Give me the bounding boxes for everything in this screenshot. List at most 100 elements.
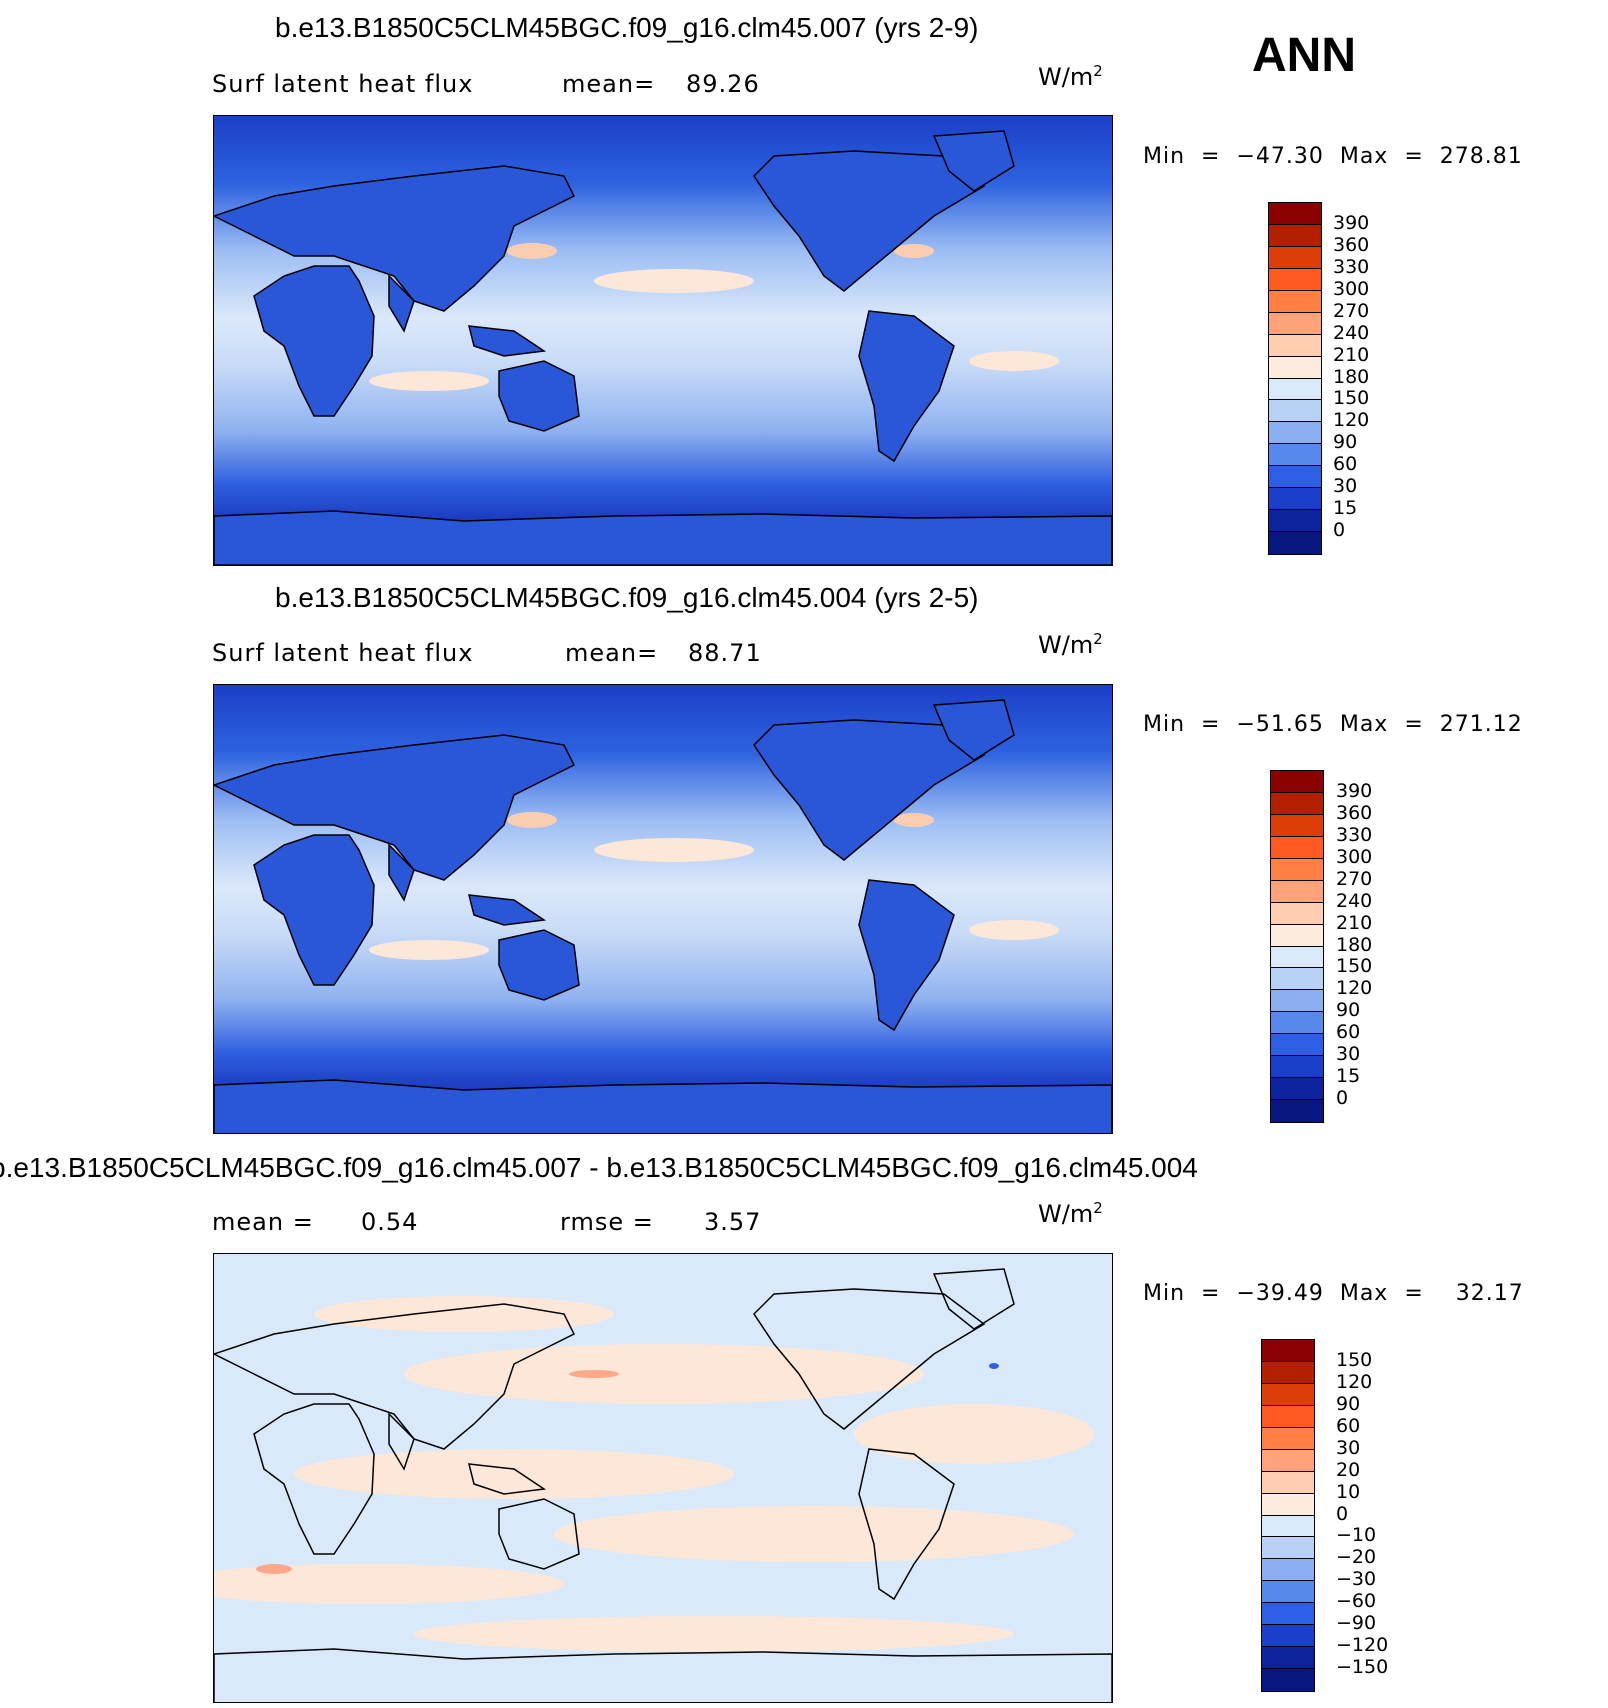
panel-2-map bbox=[213, 684, 1113, 1134]
panel-3-min-max: Min = −39.49 Max = 32.17 bbox=[1143, 1281, 1524, 1306]
panel-1-variable-label: Surf latent heat flux bbox=[212, 70, 474, 98]
colorbar-label: 60 bbox=[1333, 453, 1358, 476]
colorbar-label: 300 bbox=[1333, 277, 1370, 300]
colorbar-swatch bbox=[1262, 1405, 1314, 1428]
panel-2-units: W/m2 bbox=[1038, 630, 1103, 659]
colorbar-swatch bbox=[1271, 924, 1323, 947]
colorbar-label: 360 bbox=[1336, 801, 1373, 824]
panel-1-colorbar-labels: 390 360 330 300 270 240 210 180 150 120 90 60 30 15 0 bbox=[1333, 202, 1413, 553]
colorbar-label: 0 bbox=[1336, 1502, 1349, 1525]
colorbar-label: 180 bbox=[1336, 933, 1373, 956]
colorbar-label: 270 bbox=[1333, 299, 1370, 322]
panel-3-mean-value: 0.54 bbox=[361, 1208, 419, 1236]
colorbar-swatch bbox=[1262, 1361, 1314, 1384]
colorbar-swatch bbox=[1271, 968, 1323, 991]
colorbar-label: 240 bbox=[1336, 889, 1373, 912]
panel-1-mean-label: mean= bbox=[562, 70, 656, 98]
colorbar-swatch bbox=[1271, 1012, 1323, 1035]
colorbar-swatch bbox=[1271, 858, 1323, 881]
world-map-graphic bbox=[214, 116, 1112, 565]
panel-1-map bbox=[213, 115, 1113, 566]
colorbar-swatch bbox=[1269, 203, 1321, 225]
panel-2-mean-value: 88.71 bbox=[688, 639, 762, 667]
colorbar-swatch bbox=[1271, 946, 1323, 969]
colorbar-swatch bbox=[1271, 1034, 1323, 1057]
panel-1-min-max: Min = −47.30 Max = 278.81 bbox=[1143, 144, 1523, 169]
panel-1-units: W/m2 bbox=[1038, 62, 1103, 91]
colorbar-label: 30 bbox=[1336, 1436, 1361, 1459]
colorbar-swatch bbox=[1269, 290, 1321, 313]
colorbar-label: 330 bbox=[1333, 255, 1370, 278]
colorbar-label: −60 bbox=[1336, 1590, 1377, 1613]
colorbar-swatch bbox=[1269, 444, 1321, 467]
panel-3-rmse-value: 3.57 bbox=[704, 1208, 762, 1236]
colorbar-swatch bbox=[1269, 334, 1321, 357]
colorbar-label: 10 bbox=[1336, 1480, 1361, 1503]
panel-2-mean-label: mean= bbox=[565, 639, 659, 667]
colorbar-swatch bbox=[1269, 488, 1321, 511]
colorbar-label: 120 bbox=[1336, 977, 1373, 1000]
panel-3-colorbar bbox=[1261, 1339, 1315, 1692]
colorbar-label: 180 bbox=[1333, 365, 1370, 388]
colorbar-label: 60 bbox=[1336, 1021, 1361, 1044]
colorbar-label: −30 bbox=[1336, 1568, 1377, 1591]
colorbar-label: 120 bbox=[1333, 409, 1370, 432]
colorbar-swatch bbox=[1271, 902, 1323, 925]
panel-3-map bbox=[213, 1253, 1113, 1703]
colorbar-swatch bbox=[1269, 378, 1321, 401]
panel-1-title: b.e13.B1850C5CLM45BGC.f09_g16.clm45.007 … bbox=[275, 12, 979, 43]
panel-3-mean-label: mean = bbox=[212, 1208, 314, 1236]
colorbar-label: 0 bbox=[1336, 1087, 1349, 1110]
colorbar-swatch bbox=[1262, 1581, 1314, 1604]
colorbar-label: 330 bbox=[1336, 823, 1373, 846]
panel-2-title: b.e13.B1850C5CLM45BGC.f09_g16.clm45.004 … bbox=[275, 582, 979, 613]
panel-2-variable-label: Surf latent heat flux bbox=[212, 639, 474, 667]
colorbar-label: −150 bbox=[1336, 1656, 1389, 1679]
world-map-graphic bbox=[214, 1254, 1112, 1702]
colorbar-label: 150 bbox=[1333, 387, 1370, 410]
colorbar-swatch bbox=[1269, 224, 1321, 247]
panel-2-colorbar bbox=[1270, 770, 1324, 1123]
colorbar-swatch bbox=[1262, 1471, 1314, 1494]
colorbar-label: 0 bbox=[1333, 519, 1346, 542]
panel-3-title: b.e13.B1850C5CLM45BGC.f09_g16.clm45.007 … bbox=[0, 1152, 1198, 1183]
colorbar-swatch bbox=[1269, 268, 1321, 291]
panel-3-rmse-label: rmse = bbox=[560, 1208, 654, 1236]
colorbar-swatch bbox=[1262, 1625, 1314, 1648]
world-map-graphic bbox=[214, 685, 1112, 1133]
colorbar-swatch bbox=[1269, 312, 1321, 335]
colorbar-label: 60 bbox=[1336, 1414, 1361, 1437]
colorbar-swatch bbox=[1269, 356, 1321, 379]
colorbar-label: 150 bbox=[1336, 1348, 1373, 1371]
panel-3-colorbar-labels: 150 120 90 60 30 20 10 0 −10 −20 −30 −60 −90 −120 −150 bbox=[1336, 1339, 1416, 1690]
colorbar-swatch bbox=[1262, 1449, 1314, 1472]
colorbar-swatch bbox=[1269, 422, 1321, 445]
colorbar-swatch bbox=[1271, 1100, 1323, 1122]
colorbar-label: 90 bbox=[1333, 431, 1358, 454]
colorbar-swatch bbox=[1262, 1669, 1314, 1691]
colorbar-swatch bbox=[1262, 1559, 1314, 1582]
colorbar-label: 300 bbox=[1336, 845, 1373, 868]
panel-1-colorbar bbox=[1268, 202, 1322, 555]
colorbar-label: 240 bbox=[1333, 321, 1370, 344]
colorbar-swatch bbox=[1271, 880, 1323, 903]
colorbar-swatch bbox=[1271, 771, 1323, 793]
colorbar-swatch bbox=[1262, 1603, 1314, 1626]
colorbar-swatch bbox=[1269, 246, 1321, 269]
panel-1-mean-value: 89.26 bbox=[686, 70, 760, 98]
colorbar-label: 15 bbox=[1333, 497, 1358, 520]
colorbar-label: −120 bbox=[1336, 1634, 1389, 1657]
colorbar-label: 150 bbox=[1336, 955, 1373, 978]
colorbar-label: 15 bbox=[1336, 1065, 1361, 1088]
colorbar-swatch bbox=[1271, 1056, 1323, 1079]
colorbar-label: 120 bbox=[1336, 1370, 1373, 1393]
colorbar-swatch bbox=[1269, 532, 1321, 554]
colorbar-swatch bbox=[1271, 1078, 1323, 1101]
colorbar-label: 30 bbox=[1336, 1043, 1361, 1066]
colorbar-label: 210 bbox=[1333, 343, 1370, 366]
colorbar-label: 90 bbox=[1336, 999, 1361, 1022]
colorbar-swatch bbox=[1262, 1340, 1314, 1362]
panel-3-units: W/m2 bbox=[1038, 1199, 1103, 1228]
colorbar-swatch bbox=[1262, 1647, 1314, 1670]
colorbar-label: 390 bbox=[1333, 211, 1370, 234]
